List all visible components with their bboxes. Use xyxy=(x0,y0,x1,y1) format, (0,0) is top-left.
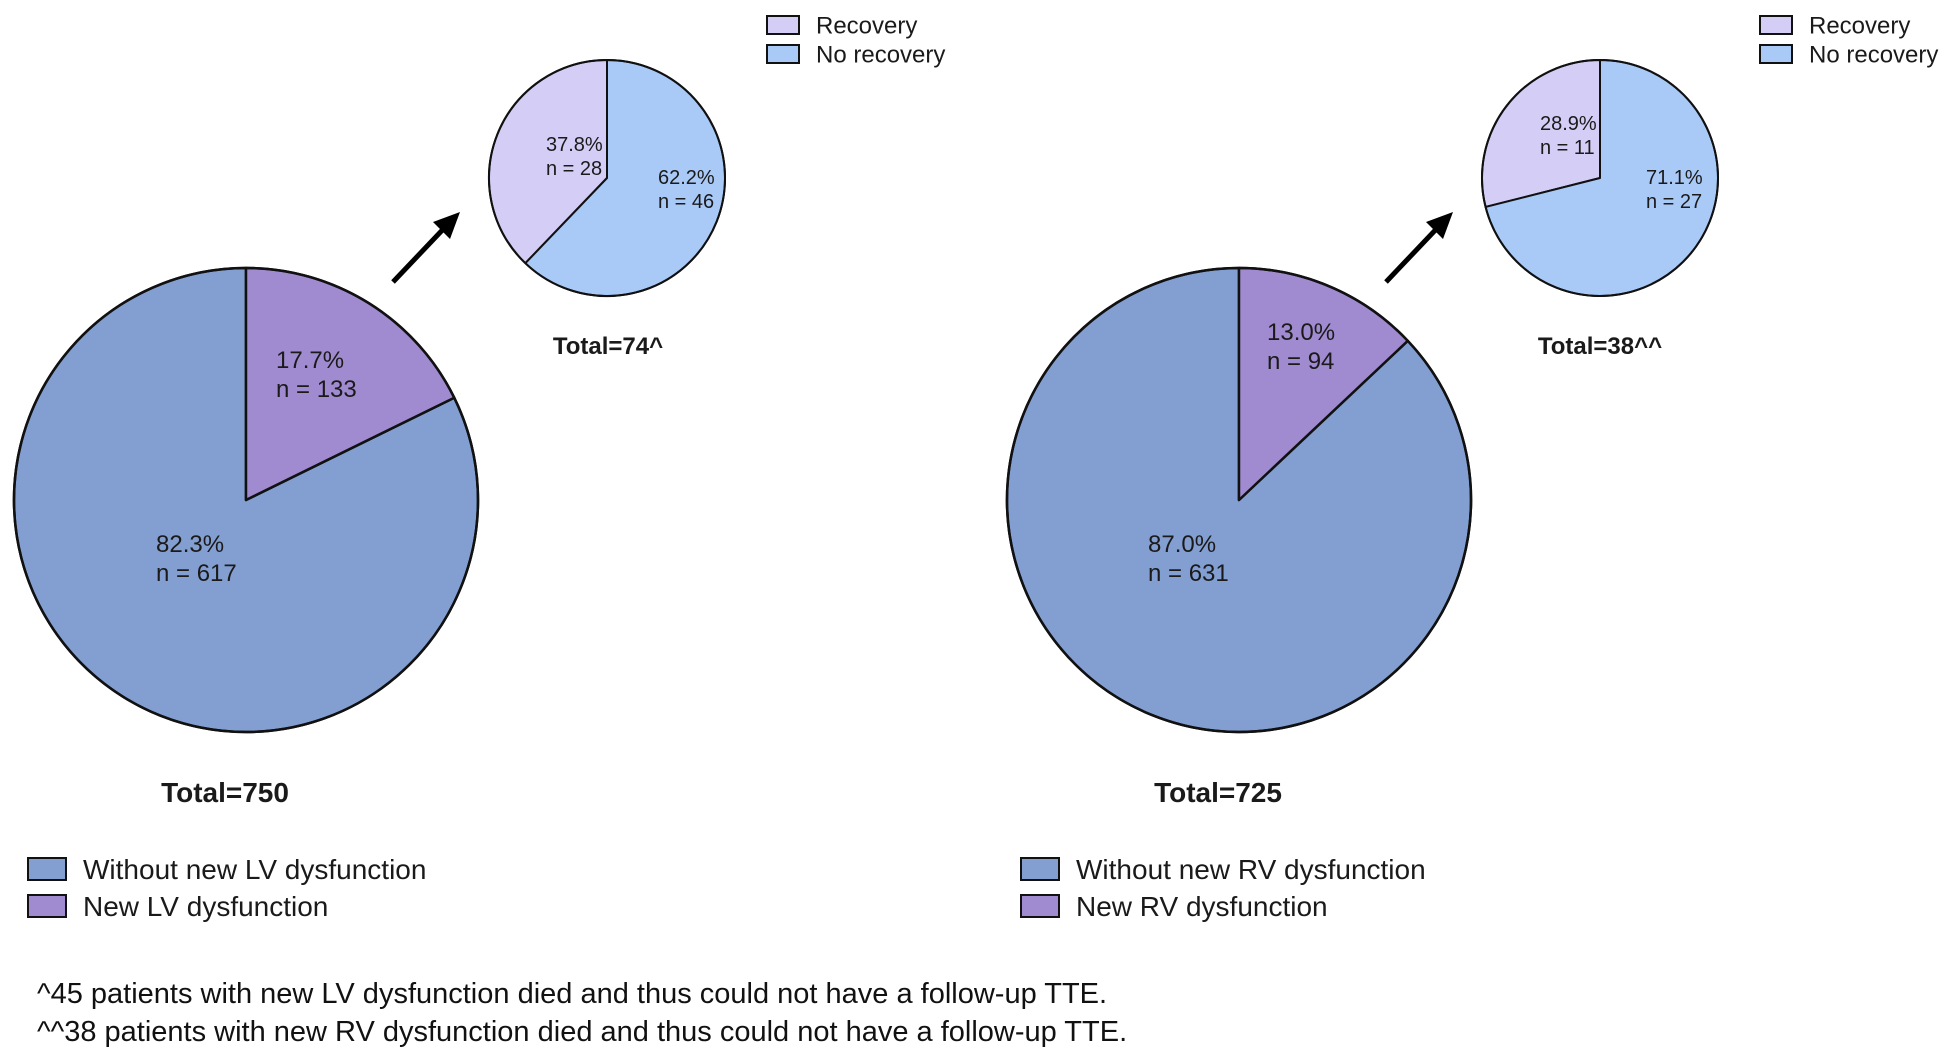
lv-recovery-slice-0-percent-label: 37.8% xyxy=(546,134,603,156)
rv-main-slice-0-n-label: n = 631 xyxy=(1148,560,1229,587)
lv-recovery-legend-label-1: No recovery xyxy=(816,42,945,69)
lv-recovery-arrowhead xyxy=(433,212,460,239)
lv-recovery-legend-swatch-0 xyxy=(766,15,800,35)
rv-main-total-label: Total=725 xyxy=(1154,777,1282,808)
rv-recovery-slice-1-percent-label: 71.1% xyxy=(1646,167,1703,189)
lv-main-legend-label-1: New LV dysfunction xyxy=(83,891,328,922)
rv-main-pie: 87.0%n = 631 13.0%n = 94 Total=725 xyxy=(1005,266,1473,808)
rv-recovery-outline xyxy=(1481,59,1719,297)
rv-main-legend: Without new RV dysfunction New RV dysfunc… xyxy=(1020,854,1426,922)
footnote-lv: ^45 patients with new LV dysfunction die… xyxy=(37,978,1108,1010)
lv-main-legend-swatch-0 xyxy=(27,857,67,881)
rv-recovery-arrow xyxy=(1384,220,1445,284)
rv-main-slice-0-percent-label: 87.0% xyxy=(1148,531,1216,558)
lv-recovery-slice-0-n-label: n = 28 xyxy=(546,158,602,180)
lv-recovery-arrow xyxy=(391,220,452,284)
rv-recovery-pie: 28.9%n = 11 71.1%n = 27 Total=38^^ xyxy=(1481,59,1719,360)
rv-main-outline xyxy=(1005,266,1473,734)
rv-recovery-total-label: Total=38^^ xyxy=(1538,333,1662,360)
lv-main-slice-1-n-label: n = 133 xyxy=(276,376,357,403)
lv-recovery-outline xyxy=(488,59,726,297)
rv-main-legend-swatch-0 xyxy=(1020,857,1060,881)
lv-recovery-slice-1-n-label: n = 46 xyxy=(658,191,714,213)
rv-main-legend-label-1: New RV dysfunction xyxy=(1076,891,1328,922)
lv-main-legend-label-0: Without new LV dysfunction xyxy=(83,854,426,885)
lv-recovery-total-label: Total=74^ xyxy=(553,333,663,360)
rv-recovery-legend-swatch-1 xyxy=(1759,44,1793,64)
rv-main-slice-1-n-label: n = 94 xyxy=(1267,348,1334,375)
lv-main-legend: Without new LV dysfunction New LV dysfunc… xyxy=(27,854,426,922)
rv-recovery-legend-label-1: No recovery xyxy=(1809,42,1938,69)
footnote-rv: ^^38 patients with new RV dysfunction di… xyxy=(37,1016,1128,1048)
lv-main-slice-0-percent-label: 82.3% xyxy=(156,531,224,558)
lv-main-outline xyxy=(12,266,480,734)
lv-main-pie: 82.3%n = 617 17.7%n = 133 Total=750 xyxy=(12,266,480,808)
rv-recovery-legend-swatch-0 xyxy=(1759,15,1793,35)
lv-main-total-label: Total=750 xyxy=(161,777,289,808)
rv-recovery-arrowhead xyxy=(1426,212,1453,239)
lv-recovery-legend-label-0: Recovery xyxy=(816,13,917,40)
lv-main-legend-swatch-1 xyxy=(27,894,67,918)
rv-main-legend-label-0: Without new RV dysfunction xyxy=(1076,854,1426,885)
lv-recovery-legend-swatch-1 xyxy=(766,44,800,64)
rv-main-legend-swatch-1 xyxy=(1020,894,1060,918)
lv-recovery-slice-1-percent-label: 62.2% xyxy=(658,167,715,189)
rv-recovery-legend-label-0: Recovery xyxy=(1809,13,1910,40)
lv-recovery-pie: 37.8%n = 28 62.2%n = 46 Total=74^ xyxy=(488,59,726,360)
rv-recovery-slice-1-n-label: n = 27 xyxy=(1646,191,1702,213)
rv-recovery-slice-0-percent-label: 28.9% xyxy=(1540,113,1597,135)
rv-recovery-slice-0-n-label: n = 11 xyxy=(1540,137,1595,159)
rv-main-slice-1-percent-label: 13.0% xyxy=(1267,319,1335,346)
lv-main-slice-1-percent-label: 17.7% xyxy=(276,347,344,374)
lv-main-slice-0-n-label: n = 617 xyxy=(156,560,237,587)
